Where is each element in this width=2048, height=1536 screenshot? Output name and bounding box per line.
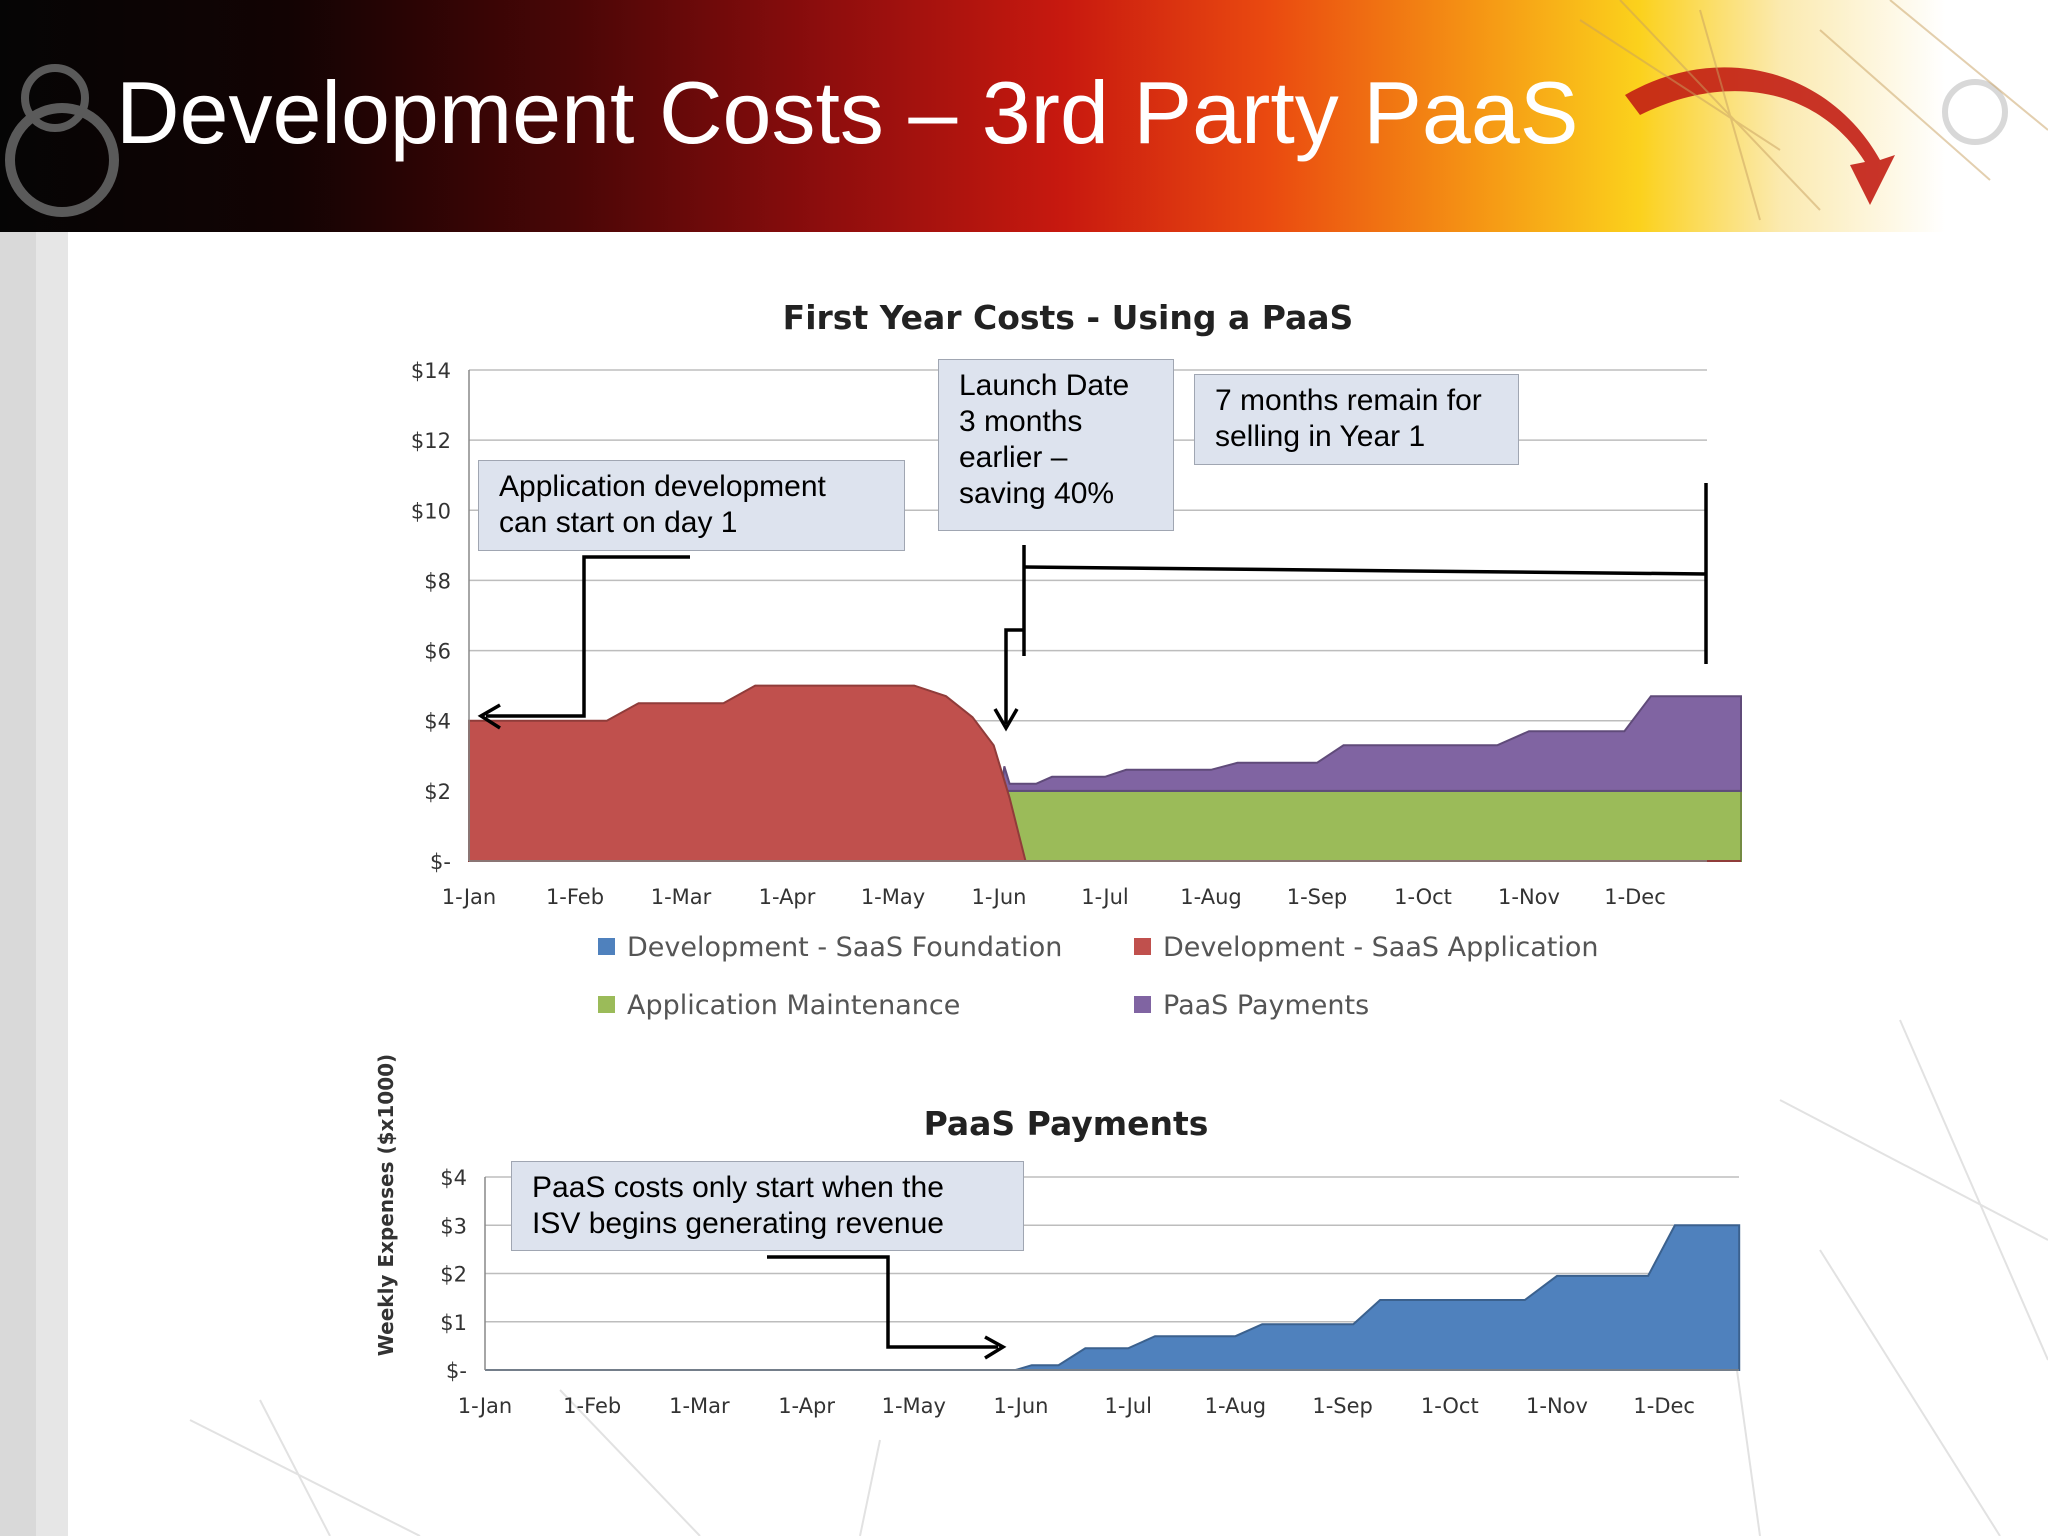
y-tick-label: $12 bbox=[411, 429, 451, 453]
x-tick-label: 1-Aug bbox=[1205, 1394, 1266, 1418]
x-tick-label: 1-Aug bbox=[1180, 885, 1241, 909]
x-tick-label: 1-Dec bbox=[1604, 885, 1666, 909]
gear-icon bbox=[5, 103, 119, 217]
y-tick-label: $4 bbox=[440, 1166, 467, 1190]
legend-item: Application Maintenance bbox=[598, 990, 960, 1021]
legend-item: PaaS Payments bbox=[1134, 990, 1369, 1021]
y-tick-label: $8 bbox=[424, 569, 451, 593]
x-tick-label: 1-Feb bbox=[563, 1394, 621, 1418]
y-tick-label: $6 bbox=[424, 640, 451, 664]
red-arrow-decoration bbox=[1625, 67, 1895, 205]
connector-remaining bbox=[1023, 483, 1708, 664]
line-art-decoration bbox=[1579, 0, 2048, 221]
x-tick-label: 1-Jan bbox=[442, 885, 496, 909]
chart1-title: First Year Costs - Using a PaaS bbox=[783, 298, 1354, 337]
x-tick-label: 1-Jun bbox=[994, 1394, 1049, 1418]
legend-item: Development - SaaS Foundation bbox=[598, 932, 1062, 963]
x-tick-label: 1-Mar bbox=[669, 1394, 730, 1418]
x-tick-label: 1-Apr bbox=[778, 1394, 835, 1418]
gear-icon bbox=[1942, 79, 2008, 145]
area-paas-payments bbox=[469, 695, 1742, 862]
y-tick-label: $2 bbox=[424, 780, 451, 804]
x-tick-label: 1-Feb bbox=[546, 885, 604, 909]
legend-swatch bbox=[598, 996, 615, 1013]
legend-label: Development - SaaS Application bbox=[1163, 932, 1599, 963]
connector-app-dev bbox=[486, 555, 690, 718]
legend-swatch bbox=[1134, 996, 1151, 1013]
chart2-axes: $- $1 $2 $3 $4 1-Jan 1-Feb 1-Mar 1-Apr 1-May 1-Jun… bbox=[440, 1166, 1739, 1418]
x-tick-label: 1-Mar bbox=[651, 885, 712, 909]
x-tick-label: 1-Apr bbox=[759, 885, 816, 909]
y-tick-label: $1 bbox=[440, 1311, 467, 1335]
callout-paas-start: PaaS costs only start when the ISV begin… bbox=[511, 1161, 1024, 1251]
arrow-head-icon bbox=[477, 703, 501, 730]
x-tick-label: 1-Dec bbox=[1633, 1394, 1695, 1418]
x-tick-label: 1-Jun bbox=[972, 885, 1027, 909]
x-tick-label: 1-Jul bbox=[1081, 885, 1128, 909]
legend-item: Development - SaaS Application bbox=[1134, 932, 1598, 963]
banner-decoration bbox=[5, 0, 2048, 221]
x-tick-label: 1-Oct bbox=[1421, 1394, 1479, 1418]
y-tick-label: $10 bbox=[411, 499, 451, 523]
area-paas-payments bbox=[485, 1224, 1741, 1371]
gear-icon bbox=[21, 64, 89, 132]
chart2-title: PaaS Payments bbox=[924, 1104, 1209, 1143]
chart2-areas bbox=[485, 1224, 1741, 1371]
arrow-head-icon bbox=[984, 1335, 1007, 1360]
legend-label: Development - SaaS Foundation bbox=[627, 932, 1063, 963]
left-decoration-strip-inner bbox=[0, 232, 36, 1536]
callout-launch-date: Launch Date 3 months earlier – saving 40… bbox=[938, 359, 1174, 531]
legend-swatch bbox=[1134, 938, 1151, 955]
x-tick-label: 1-May bbox=[861, 885, 925, 909]
x-tick-label: 1-Sep bbox=[1312, 1394, 1373, 1418]
x-tick-label: 1-May bbox=[882, 1394, 946, 1418]
legend-label: PaaS Payments bbox=[1163, 990, 1370, 1021]
x-tick-label: 1-Jul bbox=[1104, 1394, 1151, 1418]
y-tick-label: $- bbox=[446, 1359, 467, 1383]
y-tick-label: $4 bbox=[424, 710, 451, 734]
chart1-axes: $- $2 $4 $6 $8 $10 $12 $14 1-Jan 1-Feb 1-Mar 1-Apr 1… bbox=[411, 359, 1707, 909]
x-tick-label: 1-Jan bbox=[458, 1394, 512, 1418]
callout-app-dev: Application development can start on day… bbox=[478, 460, 905, 551]
y-tick-label: $3 bbox=[440, 1214, 467, 1238]
connector-paas-start bbox=[767, 1255, 998, 1349]
legend-swatch bbox=[598, 938, 615, 955]
title-banner: Development Costs – 3rd Party PaaS bbox=[0, 0, 2048, 232]
y-tick-label: $2 bbox=[440, 1263, 467, 1287]
x-tick-label: 1-Oct bbox=[1394, 885, 1452, 909]
legend-label: Application Maintenance bbox=[627, 990, 961, 1021]
slide-title: Development Costs – 3rd Party PaaS bbox=[116, 63, 1579, 162]
x-tick-label: 1-Sep bbox=[1287, 885, 1348, 909]
connector-launch bbox=[1004, 545, 1026, 724]
y-tick-label: $- bbox=[430, 850, 451, 874]
x-tick-label: 1-Nov bbox=[1526, 1394, 1588, 1418]
arrow-head-icon bbox=[993, 708, 1019, 732]
x-tick-label: 1-Nov bbox=[1498, 885, 1560, 909]
y-tick-label: $14 bbox=[411, 359, 451, 383]
callout-months-remaining: 7 months remain for selling in Year 1 bbox=[1194, 374, 1519, 465]
